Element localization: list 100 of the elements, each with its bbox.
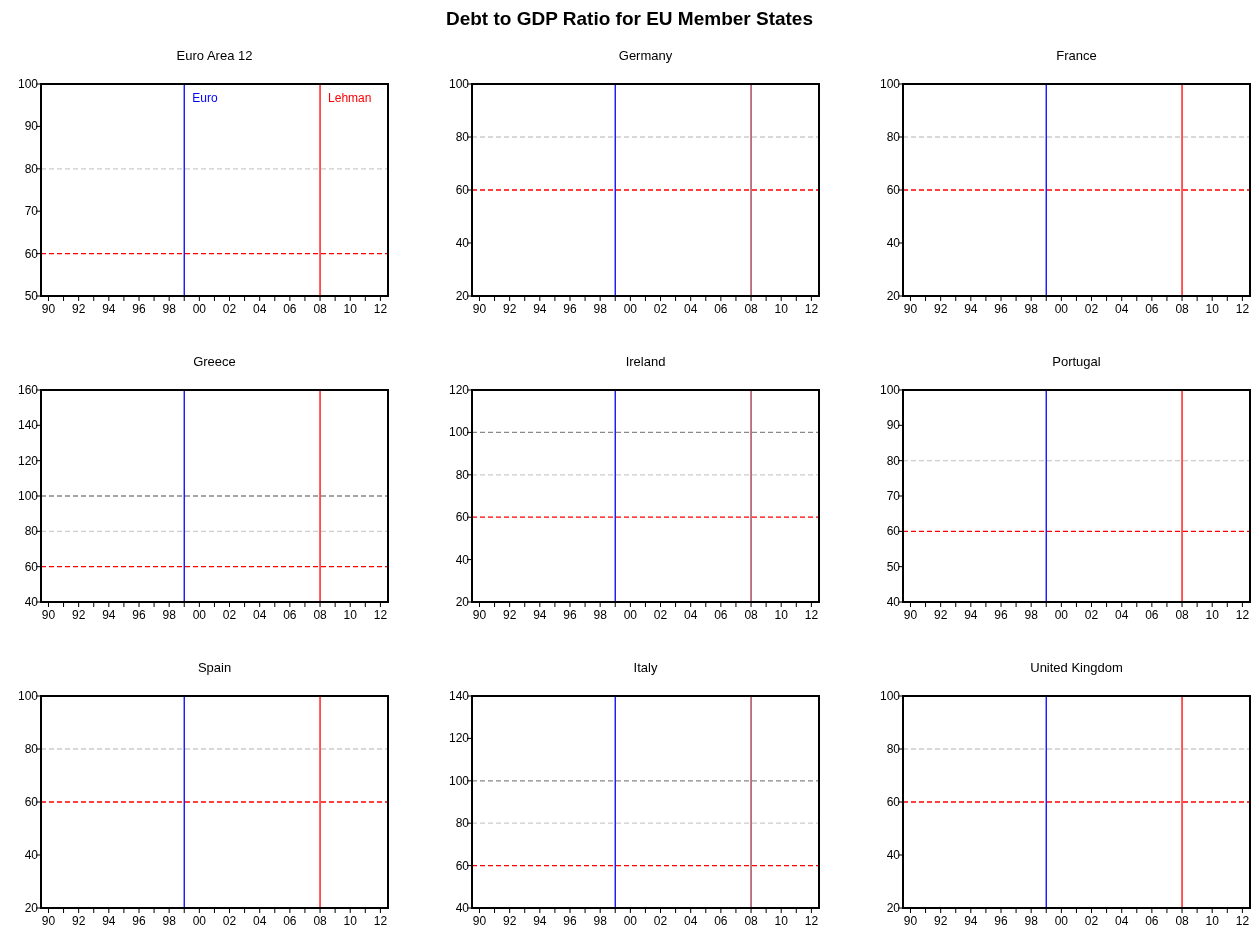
x-tick-label: 94 — [102, 914, 116, 928]
y-tick-label: 100 — [448, 773, 470, 788]
x-tick-label: 02 — [653, 302, 668, 316]
x-tick-label: 96 — [994, 302, 1009, 316]
y-tick-label: 120 — [17, 453, 39, 468]
x-tick-label: 06 — [283, 608, 297, 622]
x-tick-label: 12 — [1235, 608, 1250, 622]
x-tick-label: 92 — [933, 914, 948, 928]
x-tick-label: 96 — [563, 302, 578, 316]
x-tick-label: 06 — [283, 302, 297, 316]
x-tick-label: 98 — [162, 914, 177, 928]
x-tick-label: 94 — [964, 302, 978, 316]
y-tick-label: 20 — [455, 289, 470, 303]
y-tick-label: 80 — [455, 130, 470, 144]
x-tick-label: 92 — [502, 608, 517, 622]
x-tick-label: 12 — [1235, 302, 1250, 316]
chart-title: France — [1056, 48, 1097, 63]
y-tick-label: 40 — [886, 595, 901, 609]
y-tick-label: 20 — [886, 901, 901, 915]
x-tick-label: 92 — [933, 608, 948, 622]
x-tick-label: 90 — [903, 608, 918, 622]
y-tick-label: 40 — [24, 848, 39, 862]
x-tick-label: 10 — [343, 302, 358, 316]
y-tick-label: 140 — [448, 689, 470, 703]
y-tick-label: 70 — [886, 489, 901, 503]
x-tick-label: 02 — [222, 914, 237, 928]
x-tick-label: 02 — [1084, 608, 1099, 622]
y-tick-label: 60 — [24, 795, 39, 809]
x-tick-label: 08 — [1175, 608, 1190, 622]
y-tick-label: 100 — [17, 77, 39, 91]
y-tick-label: 60 — [24, 246, 39, 261]
x-tick-label: 02 — [1084, 914, 1099, 928]
y-tick-label: 80 — [24, 161, 39, 176]
y-tick-label: 50 — [886, 559, 901, 574]
x-tick-label: 10 — [343, 914, 358, 928]
x-tick-label: 90 — [472, 914, 487, 928]
y-tick-label: 60 — [455, 858, 470, 873]
x-tick-label: 00 — [192, 302, 207, 316]
x-tick-label: 98 — [593, 608, 608, 622]
y-tick-label: 60 — [886, 795, 901, 809]
x-tick-label: 06 — [1145, 914, 1159, 928]
y-tick-label: 50 — [24, 289, 39, 303]
x-tick-label: 12 — [373, 608, 388, 622]
ref-line-label: Lehman — [328, 91, 372, 105]
x-tick-label: 90 — [41, 608, 56, 622]
y-tick-label: 80 — [455, 467, 470, 482]
chart-title: Italy — [633, 660, 658, 675]
y-tick-label: 60 — [886, 183, 901, 197]
x-tick-label: 12 — [373, 914, 388, 928]
x-tick-label: 94 — [964, 608, 978, 622]
y-tick-label: 70 — [24, 204, 39, 219]
x-tick-label: 94 — [964, 914, 978, 928]
chart-title: United Kingdom — [1030, 660, 1123, 675]
x-tick-label: 12 — [804, 302, 819, 316]
x-tick-label: 00 — [192, 914, 207, 928]
x-tick-label: 92 — [71, 914, 86, 928]
x-tick-label: 08 — [313, 302, 328, 316]
x-tick-label: 12 — [804, 914, 819, 928]
y-tick-label: 40 — [886, 848, 901, 862]
y-tick-label: 40 — [24, 595, 39, 609]
y-tick-label: 100 — [17, 489, 39, 503]
y-tick-label: 100 — [879, 689, 901, 703]
x-tick-label: 08 — [313, 608, 328, 622]
x-tick-label: 04 — [253, 302, 267, 316]
x-tick-label: 98 — [1024, 914, 1039, 928]
x-tick-label: 10 — [774, 608, 789, 622]
x-tick-label: 08 — [744, 302, 759, 316]
x-tick-label: 08 — [744, 914, 759, 928]
chart-title: Greece — [193, 354, 236, 369]
y-tick-label: 80 — [24, 524, 39, 539]
y-tick-label: 60 — [455, 183, 470, 197]
y-tick-label: 60 — [24, 559, 39, 574]
x-tick-label: 10 — [774, 914, 789, 928]
chart-title: Portugal — [1052, 354, 1101, 369]
x-tick-label: 94 — [533, 914, 547, 928]
x-tick-label: 98 — [162, 302, 177, 316]
y-tick-label: 90 — [886, 418, 901, 433]
x-tick-label: 10 — [1205, 608, 1220, 622]
x-tick-label: 94 — [102, 302, 116, 316]
x-tick-label: 08 — [1175, 914, 1190, 928]
chart-title: Spain — [197, 660, 232, 675]
x-tick-label: 98 — [593, 914, 608, 928]
x-tick-label: 00 — [1054, 302, 1069, 316]
x-tick-label: 96 — [132, 302, 147, 316]
x-tick-label: 08 — [1175, 302, 1190, 316]
x-tick-label: 00 — [623, 608, 638, 622]
x-tick-label: 04 — [684, 608, 698, 622]
x-tick-label: 04 — [253, 914, 267, 928]
x-tick-label: 04 — [684, 302, 698, 316]
x-tick-label: 02 — [1084, 302, 1099, 316]
x-tick-label: 96 — [563, 914, 578, 928]
x-tick-label: 90 — [903, 914, 918, 928]
x-tick-label: 10 — [1205, 914, 1220, 928]
y-tick-label: 20 — [455, 595, 470, 609]
x-tick-label: 12 — [804, 608, 819, 622]
x-tick-label: 06 — [714, 302, 728, 316]
x-tick-label: 92 — [933, 302, 948, 316]
y-tick-label: 140 — [17, 418, 39, 433]
x-tick-label: 02 — [653, 608, 668, 622]
y-tick-label: 90 — [24, 119, 39, 134]
